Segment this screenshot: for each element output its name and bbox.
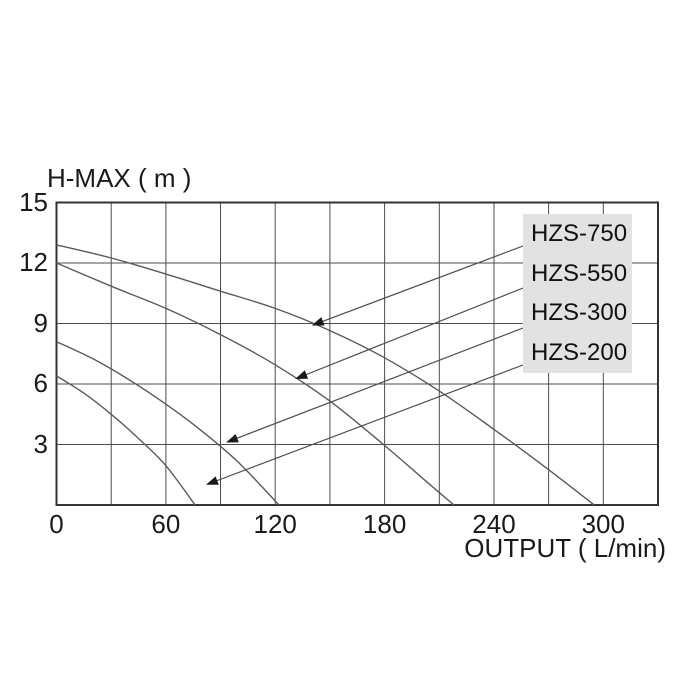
x-tick-label: 60	[151, 509, 181, 539]
curve-hzs-750	[56, 244, 595, 506]
y-tick-label: 3	[33, 428, 48, 459]
legend-callout-line-hzs-300	[233, 327, 524, 441]
legend-item-hzs-200: HZS-200	[531, 339, 628, 367]
plot-border	[55, 201, 659, 506]
arrowhead-icon	[226, 434, 239, 443]
x-tick-label: 240	[472, 509, 516, 539]
arrowhead-icon	[311, 317, 325, 326]
y-axis-title: H-MAX ( m )	[47, 163, 192, 193]
legend: HZS-750 HZS-550 HZS-300 HZS-200	[523, 214, 632, 373]
legend-callout-line-hzs-200	[213, 364, 524, 483]
legend-item-hzs-550: HZS-550	[531, 259, 628, 287]
curve-hzs-550	[56, 262, 455, 506]
legend-callout-line-hzs-750	[318, 245, 524, 324]
x-tick-label: 300	[581, 509, 625, 539]
legend-item-hzs-300: HZS-300	[531, 299, 628, 327]
x-axis-title: OUTPUT ( L/min)	[464, 533, 666, 563]
x-tick-label: 120	[253, 509, 297, 539]
legend-item-hzs-750: HZS-750	[531, 219, 628, 247]
y-tick-label: 12	[19, 246, 48, 277]
y-tick-label: 6	[33, 367, 48, 398]
arrowhead-icon	[295, 370, 309, 379]
curve-hzs-300	[56, 341, 280, 506]
y-tick-label: 9	[33, 307, 48, 338]
curve-hzs-200	[56, 375, 196, 506]
y-tick-label: 15	[19, 186, 48, 217]
x-tick-label: 0	[49, 509, 64, 539]
arrowhead-icon	[206, 476, 219, 485]
legend-callout-line-hzs-550	[302, 287, 524, 377]
x-tick-label: 180	[362, 509, 407, 539]
